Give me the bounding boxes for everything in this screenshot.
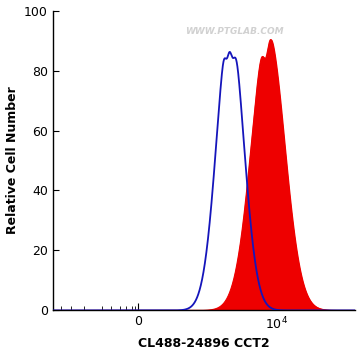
X-axis label: CL488-24896 CCT2: CL488-24896 CCT2 xyxy=(138,337,270,350)
Y-axis label: Relative Cell Number: Relative Cell Number xyxy=(5,87,18,234)
Text: WWW.PTGLAB.COM: WWW.PTGLAB.COM xyxy=(185,27,284,36)
